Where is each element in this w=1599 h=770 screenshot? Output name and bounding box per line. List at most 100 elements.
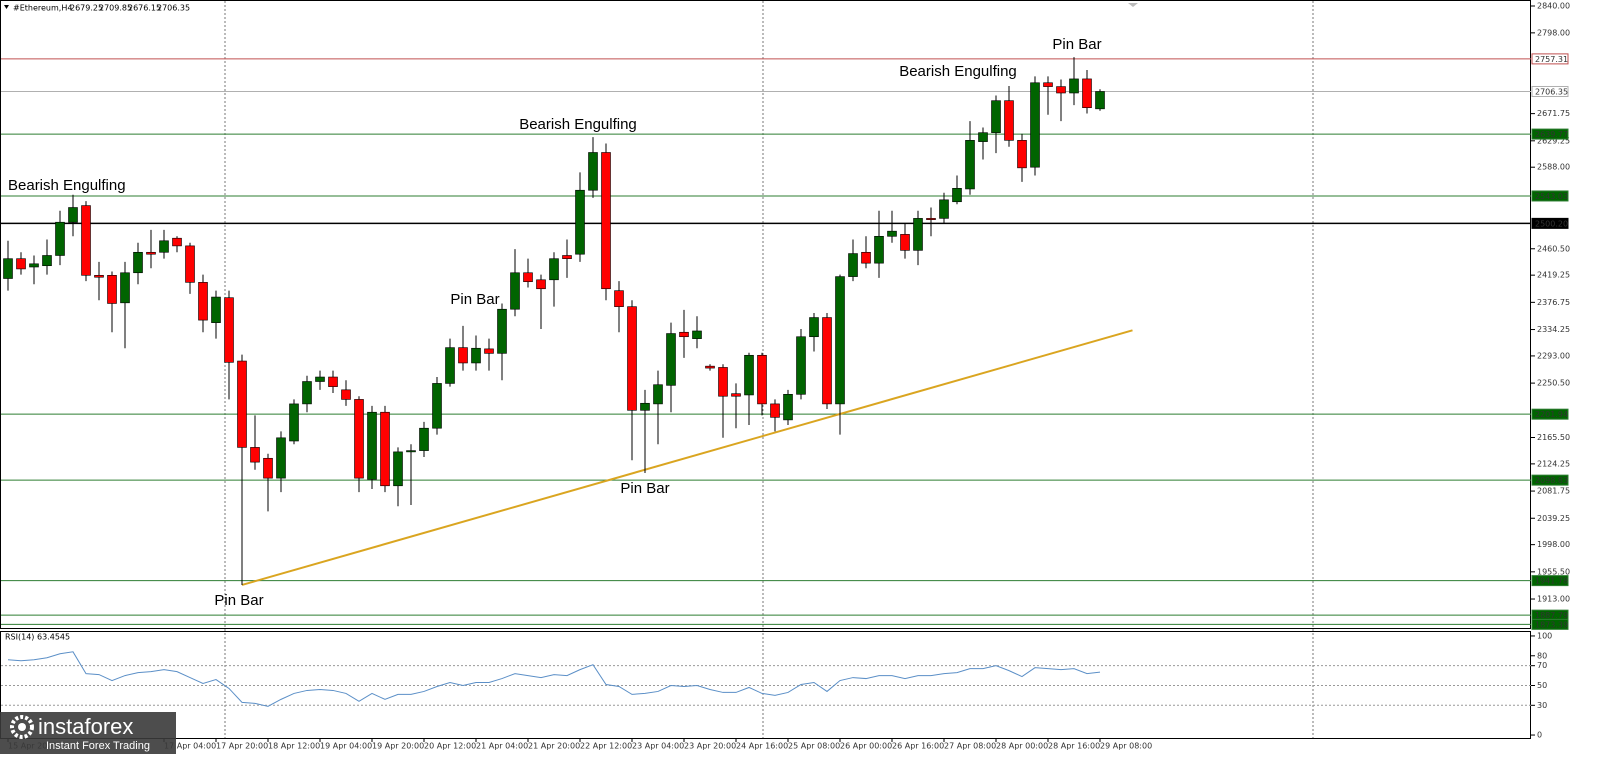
y-tick-label: 2460.50 bbox=[1537, 244, 1570, 253]
level-label: 1887.79 bbox=[1535, 611, 1568, 620]
x-tick-label: 28 Apr 16:00 bbox=[1048, 742, 1100, 751]
annotation: Pin Bar bbox=[620, 480, 669, 497]
x-tick-label: 17 Apr 20:00 bbox=[216, 742, 268, 751]
candle-body bbox=[1082, 78, 1092, 109]
candle-body bbox=[471, 347, 481, 364]
logo-gear bbox=[10, 715, 34, 739]
level-label: 2500.20 bbox=[1535, 219, 1568, 228]
candle-body bbox=[29, 263, 39, 268]
candle-body bbox=[432, 383, 442, 429]
rsi-tick-label: 50 bbox=[1537, 681, 1547, 690]
candle-body bbox=[965, 140, 975, 190]
candle-body bbox=[1004, 100, 1014, 141]
level-label: 2706.35 bbox=[1535, 87, 1568, 96]
y-tick-label: 2250.50 bbox=[1537, 379, 1570, 388]
level-label: 1873.39 bbox=[1535, 620, 1568, 629]
y-tick-label: 2629.25 bbox=[1537, 136, 1570, 145]
level-label-box bbox=[1531, 128, 1569, 140]
candle-body bbox=[900, 234, 910, 251]
candle-body bbox=[744, 354, 754, 396]
level-label: 2201.94 bbox=[1535, 410, 1568, 419]
candle-body bbox=[1043, 82, 1053, 87]
candle-body bbox=[549, 258, 559, 281]
candle-body bbox=[1017, 140, 1027, 169]
x-tick-label: 23 Apr 04:00 bbox=[632, 742, 684, 751]
x-tick-label: 19 Apr 20:00 bbox=[372, 742, 424, 751]
candle-body bbox=[913, 218, 923, 251]
brand: instaforex bbox=[38, 714, 133, 739]
level-label-box bbox=[1531, 53, 1569, 65]
candle-body bbox=[289, 403, 299, 442]
candle-body bbox=[640, 402, 650, 411]
candle-body bbox=[796, 336, 806, 395]
candle-body bbox=[354, 399, 364, 479]
candle-body bbox=[198, 282, 208, 321]
rsi-tick-label: 70 bbox=[1537, 661, 1547, 670]
candle-body bbox=[757, 354, 767, 405]
rsi-tick-label: 30 bbox=[1537, 701, 1547, 710]
x-tick-label: 18 Apr 12:00 bbox=[268, 742, 320, 751]
y-tick-label: 2376.75 bbox=[1537, 298, 1570, 307]
candle-body bbox=[575, 189, 585, 255]
candle-body bbox=[861, 251, 871, 264]
rsi-tick-label: 80 bbox=[1537, 651, 1547, 660]
candle-body bbox=[770, 403, 780, 418]
level-label: 2543.03 bbox=[1535, 192, 1568, 201]
candle-body bbox=[42, 255, 52, 267]
candle-body bbox=[562, 255, 572, 259]
level-label-box bbox=[1531, 474, 1569, 486]
candle-body bbox=[835, 276, 845, 405]
candle-body bbox=[328, 376, 338, 387]
y-tick-label: 2588.00 bbox=[1537, 163, 1570, 172]
candle-body bbox=[926, 218, 936, 220]
candle-body bbox=[185, 245, 195, 283]
candle-body bbox=[302, 381, 312, 405]
watermark: instaforex Instant Forex Trading bbox=[0, 712, 176, 754]
candle-body bbox=[107, 275, 117, 304]
candle-body bbox=[211, 296, 221, 323]
level-label: 2098.83 bbox=[1535, 476, 1568, 485]
candle-body bbox=[224, 297, 234, 363]
y-tick-label: 2039.25 bbox=[1537, 514, 1570, 523]
candle-body bbox=[809, 317, 819, 338]
candle-body bbox=[666, 333, 676, 386]
symbol: #Ethereum,H4 bbox=[13, 4, 72, 13]
x-tick-label: 21 Apr 20:00 bbox=[528, 742, 580, 751]
rsi-name: RSI(14) bbox=[5, 633, 34, 642]
candle-body bbox=[1056, 86, 1066, 94]
y-tick-label: 2798.00 bbox=[1537, 28, 1570, 37]
candle-body bbox=[406, 450, 416, 453]
candle-body bbox=[146, 251, 156, 255]
candle-body bbox=[692, 330, 702, 339]
y-tick-label: 2124.25 bbox=[1537, 459, 1570, 468]
candle-body bbox=[822, 317, 832, 405]
trendline bbox=[241, 329, 1133, 586]
candle-body bbox=[627, 306, 637, 411]
tagline: Instant Forex Trading bbox=[46, 740, 150, 752]
level-label-box bbox=[1531, 618, 1569, 630]
candle-body bbox=[536, 279, 546, 290]
annotation: Bearish Engulfing bbox=[8, 177, 126, 194]
candle-body bbox=[315, 376, 325, 382]
candle-body bbox=[159, 240, 169, 253]
plot-layer: 2840.00 2798.00 2671.75 2629.25 2588.00 2460.… bbox=[1, 1, 1570, 751]
y-tick-label: 2293.00 bbox=[1537, 351, 1570, 360]
rsi-tick-label: 100 bbox=[1537, 631, 1552, 640]
level-label: 2757.31 bbox=[1535, 55, 1568, 64]
x-tick-label: 17 Apr 04:00 bbox=[164, 742, 216, 751]
candle-body bbox=[510, 272, 520, 310]
candle-body bbox=[237, 360, 247, 448]
level-label: 2639.77 bbox=[1535, 130, 1568, 139]
x-tick-label: 28 Apr 00:00 bbox=[996, 742, 1048, 751]
candle-body bbox=[172, 237, 182, 247]
annotation: Pin Bar bbox=[214, 592, 263, 609]
level-label-box bbox=[1531, 85, 1569, 97]
candle-body bbox=[55, 221, 65, 256]
candle-body bbox=[3, 258, 13, 279]
candle-body bbox=[380, 411, 390, 487]
x-tick-label: 20 Apr 12:00 bbox=[424, 742, 476, 751]
candle-body bbox=[614, 290, 624, 307]
candle-body bbox=[731, 393, 741, 397]
x-tick-label: 26 Apr 00:00 bbox=[840, 742, 892, 751]
y-tick-label: 1913.00 bbox=[1537, 595, 1570, 604]
